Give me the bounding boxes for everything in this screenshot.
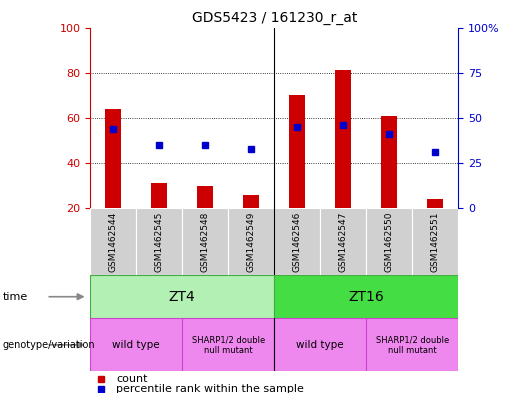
- Bar: [228, 208, 274, 275]
- Bar: [366, 208, 413, 275]
- Bar: [90, 208, 136, 275]
- Text: SHARP1/2 double
null mutant: SHARP1/2 double null mutant: [376, 335, 449, 354]
- Text: percentile rank within the sample: percentile rank within the sample: [116, 384, 304, 393]
- Text: SHARP1/2 double
null mutant: SHARP1/2 double null mutant: [192, 335, 265, 354]
- Text: genotype/variation: genotype/variation: [3, 340, 95, 350]
- Bar: [197, 185, 213, 208]
- Bar: [335, 70, 351, 208]
- Title: GDS5423 / 161230_r_at: GDS5423 / 161230_r_at: [192, 11, 357, 25]
- Text: ZT4: ZT4: [169, 290, 196, 304]
- Text: GSM1462551: GSM1462551: [431, 211, 440, 272]
- Bar: [151, 184, 167, 208]
- Bar: [274, 208, 320, 275]
- Bar: [274, 275, 458, 318]
- Text: time: time: [3, 292, 28, 302]
- Bar: [90, 275, 274, 318]
- Bar: [320, 208, 366, 275]
- Text: GSM1462548: GSM1462548: [201, 211, 210, 272]
- Bar: [413, 208, 458, 275]
- Bar: [381, 116, 398, 208]
- Text: GSM1462546: GSM1462546: [293, 211, 302, 272]
- Bar: [90, 318, 182, 371]
- Bar: [427, 199, 443, 208]
- Bar: [366, 318, 458, 371]
- Bar: [243, 195, 259, 208]
- Bar: [136, 208, 182, 275]
- Bar: [105, 109, 121, 208]
- Bar: [182, 208, 228, 275]
- Text: count: count: [116, 374, 147, 384]
- Bar: [289, 95, 305, 208]
- Text: GSM1462549: GSM1462549: [247, 211, 256, 272]
- Bar: [182, 318, 274, 371]
- Text: wild type: wild type: [112, 340, 160, 350]
- Text: ZT16: ZT16: [349, 290, 384, 304]
- Text: GSM1462550: GSM1462550: [385, 211, 394, 272]
- Text: GSM1462544: GSM1462544: [109, 211, 117, 272]
- Text: GSM1462545: GSM1462545: [154, 211, 164, 272]
- Text: wild type: wild type: [297, 340, 344, 350]
- Bar: [274, 318, 366, 371]
- Text: GSM1462547: GSM1462547: [339, 211, 348, 272]
